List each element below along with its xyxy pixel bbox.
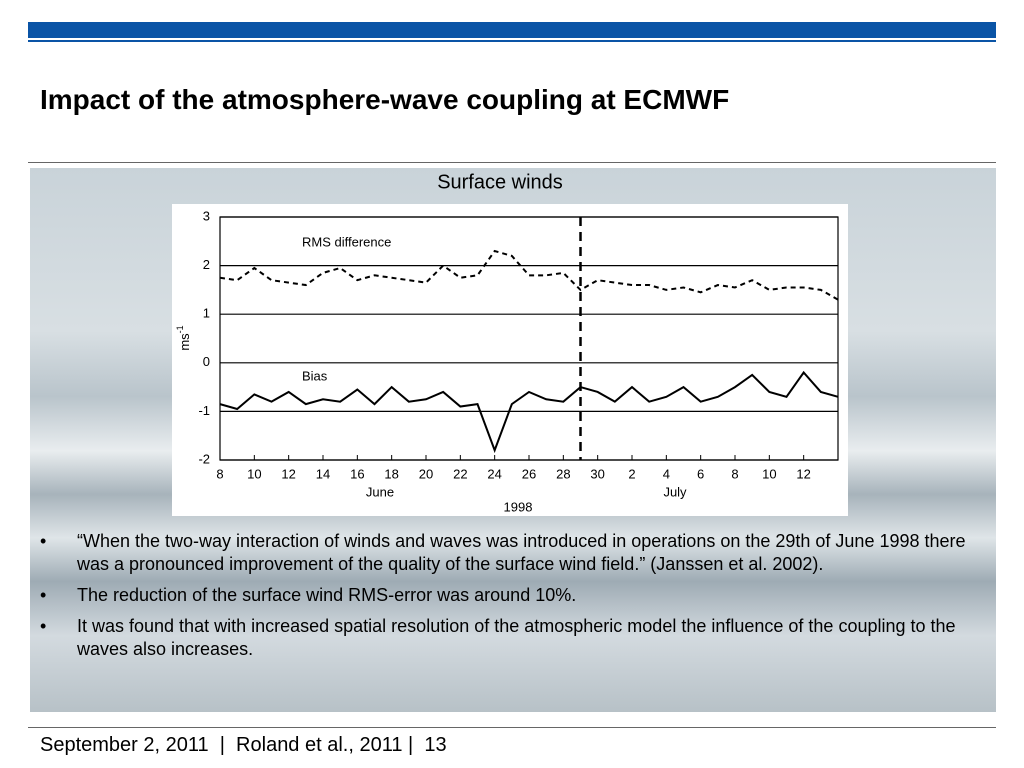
x-tick-label: 16 xyxy=(350,466,364,481)
chart-title: Surface winds xyxy=(437,171,563,193)
series-line xyxy=(219,370,839,454)
bullet: “When the two-way interaction of winds a… xyxy=(38,530,988,576)
x-tick-label: 4 xyxy=(663,466,670,481)
month-label: June xyxy=(366,484,394,499)
x-tick-label: 8 xyxy=(731,466,738,481)
x-tick-label: 24 xyxy=(487,466,501,481)
title-rule xyxy=(28,162,996,163)
y-tick-label: 2 xyxy=(203,257,210,272)
series-line xyxy=(219,249,839,301)
bullet: It was found that with increased spatial… xyxy=(38,615,988,661)
title: Impact of the atmosphere-wave coupling a… xyxy=(40,84,730,115)
x-tick-label: 2 xyxy=(628,466,635,481)
y-tick-label: 3 xyxy=(203,208,210,223)
x-tick-label: 6 xyxy=(697,466,704,481)
y-tick-label: -1 xyxy=(198,403,210,418)
top-bar xyxy=(28,22,996,38)
x-tick-label: 20 xyxy=(419,466,433,481)
y-axis-label-base: ms xyxy=(177,333,192,351)
x-tick-label: 18 xyxy=(384,466,398,481)
bullet-list: “When the two-way interaction of winds a… xyxy=(38,530,988,669)
footer: September 2, 2011 | Roland et al., 2011 … xyxy=(40,734,447,756)
y-tick-label: -2 xyxy=(198,451,210,466)
x-tick-label: 10 xyxy=(247,466,261,481)
x-tick-label: 30 xyxy=(590,466,604,481)
x-tick-label: 28 xyxy=(556,466,570,481)
month-label: July xyxy=(663,484,687,499)
plot-frame xyxy=(219,216,839,461)
y-tick-label: 1 xyxy=(203,306,210,321)
y-axis-label-exponent: -1 xyxy=(175,325,185,333)
x-axis-label: 1998 xyxy=(504,499,533,514)
x-tick-label: 10 xyxy=(762,466,776,481)
y-axis-label: ms-1 xyxy=(175,325,192,350)
chart-panel xyxy=(172,204,848,516)
x-tick-label: 12 xyxy=(281,466,295,481)
footer-rule xyxy=(28,727,996,728)
top-rule xyxy=(28,40,996,42)
x-tick-label: 8 xyxy=(216,466,223,481)
x-tick-label: 22 xyxy=(453,466,467,481)
bullet: The reduction of the surface wind RMS-er… xyxy=(38,584,988,607)
series-label: RMS difference xyxy=(302,234,391,249)
x-tick-label: 12 xyxy=(796,466,810,481)
x-tick-label: 26 xyxy=(522,466,536,481)
y-tick-label: 0 xyxy=(203,354,210,369)
series-label: Bias xyxy=(302,368,328,383)
x-tick-label: 14 xyxy=(316,466,330,481)
